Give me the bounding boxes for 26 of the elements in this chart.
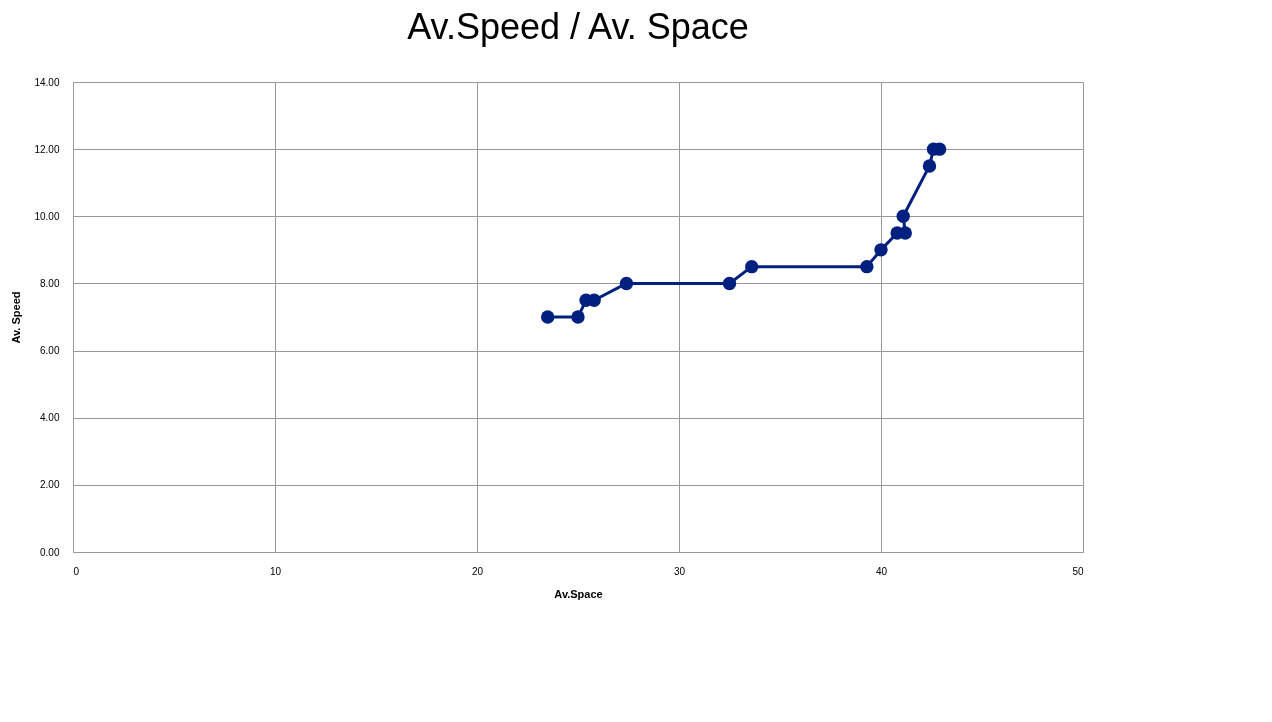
x-tick-label: 30 [673, 565, 686, 577]
y-tick-label: 0.00 [40, 546, 60, 558]
point [922, 159, 937, 173]
x-tick-label: 20 [471, 565, 484, 577]
point [860, 259, 874, 274]
point [571, 310, 585, 324]
chart-title: Av.Speed / Av. Space [407, 6, 749, 47]
y-axis-title: Av. Speed [10, 291, 23, 344]
x-tick-label: 10 [269, 565, 282, 577]
point [540, 310, 555, 324]
point [874, 243, 888, 257]
x-tick-label: 40 [875, 565, 888, 577]
y-tick-label: 10.00 [34, 210, 60, 222]
point [619, 276, 634, 291]
point [722, 276, 737, 291]
x-tick-label: 0 [73, 565, 80, 577]
y-tick-label: 6.00 [40, 345, 60, 357]
y-tick-label: 12.00 [34, 143, 60, 155]
y-tick-label: 4.00 [40, 412, 60, 424]
x-tick-label: 50 [1072, 565, 1084, 577]
x-axis-title: Av.Space [554, 587, 603, 600]
point [896, 209, 910, 223]
y-tick-label: 14.00 [34, 76, 60, 88]
point [745, 259, 759, 274]
y-tick-label: 2.00 [40, 479, 60, 491]
y-tick-label: 8.00 [40, 277, 60, 289]
